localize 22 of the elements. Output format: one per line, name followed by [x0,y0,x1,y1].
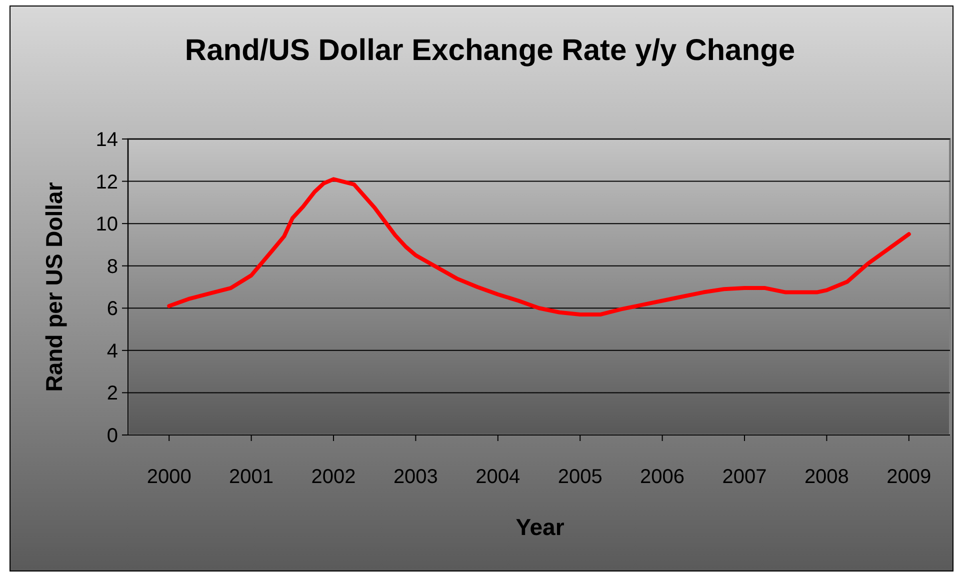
x-tick-label: 2006 [640,466,685,488]
y-tick-label: 14 [96,129,118,151]
x-tick-label: 2009 [886,466,932,488]
x-tick-label: 2007 [722,466,767,488]
y-tick-label: 6 [106,298,118,320]
y-tick-label: 0 [106,425,118,447]
y-tick-label: 4 [106,340,118,362]
x-tick-label: 2002 [311,466,356,488]
x-tick-label: 2005 [558,466,602,488]
y-tick-label: 10 [96,214,118,236]
x-tick-label: 2001 [229,466,274,488]
x-tick-label: 2003 [393,466,438,488]
y-tick-label: 2 [106,382,118,405]
x-tick-label: 2000 [146,466,192,488]
y-tick-label: 8 [106,256,118,278]
x-tick-label: 2008 [804,466,849,488]
line-series [167,177,911,316]
x-axis-title: Year [516,514,564,540]
x-tick-label: 2004 [476,466,520,488]
y-axis-title: Rand per US Dollar [41,182,67,392]
chart-title: Rand/US Dollar Exchange Rate y/y Change [184,34,796,67]
y-tick-label: 12 [96,171,118,194]
